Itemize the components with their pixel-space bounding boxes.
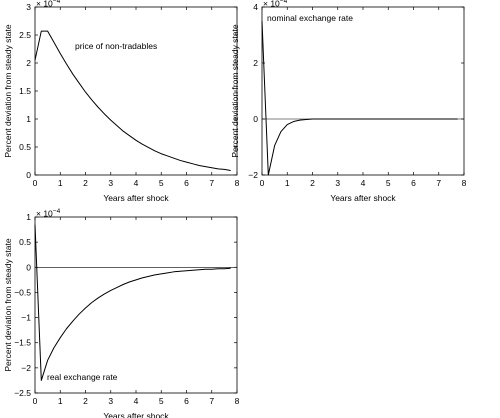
y-tick-label: −0.5	[14, 287, 31, 297]
x-tick-label: 7	[209, 178, 214, 188]
y-axis-label: Percent deviation from steady state	[230, 24, 240, 158]
y-tick-label: 1.5	[19, 86, 31, 96]
y-axis-label: Percent deviation from steady state	[3, 24, 13, 158]
y-tick-label: 0.5	[19, 237, 31, 247]
y-tick-label: 2.5	[19, 30, 31, 40]
x-tick-label: 1	[58, 396, 63, 406]
x-tick-label: 6	[411, 178, 416, 188]
series-annotation: nominal exchange rate	[267, 13, 353, 23]
x-tick-label: 2	[310, 178, 315, 188]
exponent-base: × 10	[36, 0, 53, 9]
series-annotation: real exchange rate	[47, 372, 118, 382]
x-axis-label: Years after shock	[103, 193, 169, 203]
y-tick-label: −2	[21, 363, 31, 373]
axis-exponent-label: × 10−4	[36, 0, 61, 9]
exponent-base: × 10	[36, 209, 53, 219]
x-tick-label: 7	[436, 178, 441, 188]
x-tick-label: 5	[386, 178, 391, 188]
plot-frame	[261, 6, 465, 176]
exponent-base: × 10	[263, 0, 280, 9]
x-tick-label: 6	[184, 178, 189, 188]
series-line-1	[34, 224, 231, 381]
x-tick-label: 1	[285, 178, 290, 188]
chart-panel-3: 0 1 2 3 4 5 6 7 8 −2.5 −2 −1.5 −1 −0.5 0 0.5 1 × 10−4 Year…	[3, 208, 240, 418]
y-tick-label: −2.5	[14, 388, 31, 398]
y-tick-label: 0.5	[19, 142, 31, 152]
chart-panel-1: 0 1 2 3 4 5 6 7 8 0 0.5 1 1.5 2 2.5 3 × 10−4 Years after …	[3, 0, 240, 203]
x-tick-label: 5	[159, 396, 164, 406]
x-tick-label: 4	[134, 178, 139, 188]
y-axis-label: Percent deviation from steady state	[3, 238, 13, 372]
series-line-1	[261, 20, 458, 176]
exponent-power: −4	[280, 0, 288, 5]
x-tick-label: 4	[134, 396, 139, 406]
y-tick-label: 1	[26, 114, 31, 124]
x-tick-label: 2	[83, 178, 88, 188]
axis-exponent-label: × 10−4	[263, 0, 288, 9]
x-tick-label: 5	[159, 178, 164, 188]
y-tick-label: −1.5	[14, 338, 31, 348]
x-tick-label: 4	[361, 178, 366, 188]
y-tick-label: 2	[26, 58, 31, 68]
x-tick-label: 0	[33, 396, 38, 406]
x-tick-label: 3	[108, 396, 113, 406]
x-tick-label: 7	[209, 396, 214, 406]
y-tick-label: −2	[248, 170, 258, 180]
x-tick-label: 8	[235, 178, 240, 188]
y-tick-label: 0	[26, 262, 31, 272]
series-annotation: price of non-tradables	[75, 41, 157, 51]
x-tick-label: 2	[83, 396, 88, 406]
x-tick-label: 3	[335, 178, 340, 188]
y-tick-label: −1	[21, 313, 31, 323]
y-tick-label: 0	[26, 170, 31, 180]
y-tick-label: 2	[253, 58, 258, 68]
x-tick-label: 8	[235, 396, 240, 406]
exponent-power: −4	[53, 208, 61, 215]
x-tick-label: 0	[33, 178, 38, 188]
x-axis-label: Years after shock	[103, 411, 169, 418]
axis-exponent-label: × 10−4	[36, 208, 61, 219]
y-tick-label: 1	[26, 212, 31, 222]
plot-frame	[34, 6, 238, 176]
y-tick-label: 4	[253, 2, 258, 12]
x-tick-label: 1	[58, 178, 63, 188]
exponent-power: −4	[53, 0, 61, 5]
x-tick-label: 3	[108, 178, 113, 188]
series-line-1	[34, 30, 231, 172]
x-axis-label: Years after shock	[330, 193, 396, 203]
x-tick-label: 0	[260, 178, 265, 188]
plot-frame	[34, 216, 238, 394]
y-tick-label: 3	[26, 2, 31, 12]
x-tick-label: 6	[184, 396, 189, 406]
y-tick-label: 0	[253, 114, 258, 124]
x-tick-label: 8	[462, 178, 467, 188]
